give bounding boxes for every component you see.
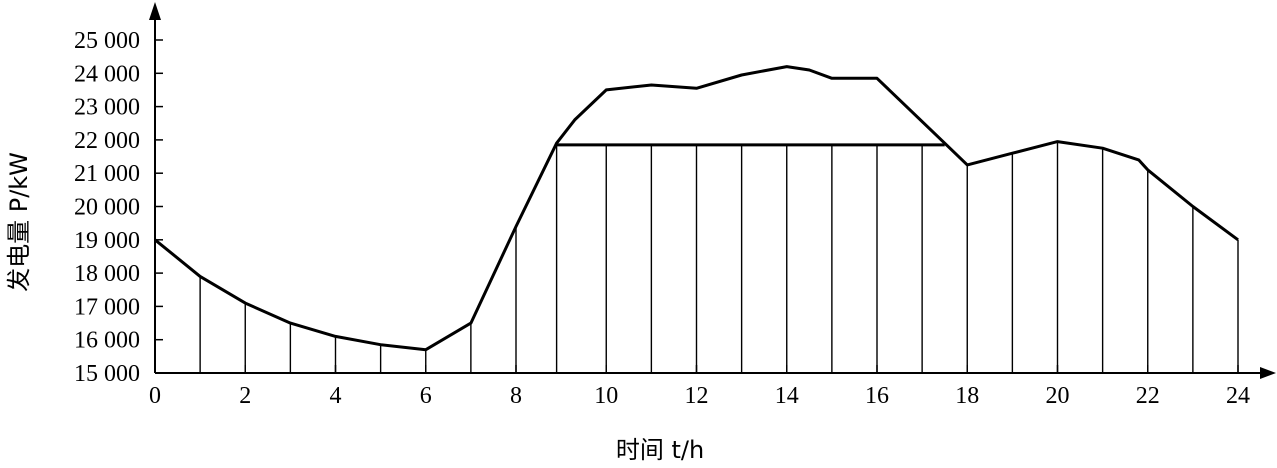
- y-tick-label: 20 000: [74, 195, 140, 221]
- x-tick-label: 8: [510, 383, 522, 409]
- y-tick-label: 24 000: [74, 61, 140, 87]
- x-tick-label: 2: [239, 383, 251, 409]
- y-tick-label: 21 000: [74, 161, 140, 187]
- x-tick-label: 18: [955, 383, 979, 409]
- generation-curve: [154, 65, 1239, 352]
- y-tick-label: 25 000: [74, 28, 140, 54]
- series: [154, 65, 1239, 352]
- y-tick-label: 22 000: [74, 128, 140, 154]
- y-tick-label: 17 000: [74, 294, 140, 320]
- x-tick-label: 16: [865, 383, 889, 409]
- y-tick-label: 15 000: [74, 361, 140, 387]
- x-tick-label: 20: [1046, 383, 1070, 409]
- x-tick-label: 4: [330, 383, 342, 409]
- x-tick-label: 6: [420, 383, 432, 409]
- y-tick-label: 16 000: [74, 328, 140, 354]
- y-tick-label: 23 000: [74, 95, 140, 121]
- x-tick-label: 12: [685, 383, 709, 409]
- x-tick-label: 22: [1136, 383, 1160, 409]
- x-tick-label: 0: [149, 383, 161, 409]
- axes: [149, 2, 1276, 379]
- x-axis-arrow-icon: [1260, 367, 1276, 379]
- x-tick-label: 10: [594, 383, 618, 409]
- hatch-lines: [199, 141, 1239, 373]
- y-tick-label: 19 000: [74, 228, 140, 254]
- y-tick-label: 18 000: [74, 261, 140, 287]
- x-tick-label: 24: [1226, 383, 1250, 409]
- y-axis-title: 发电量 P/kW: [5, 152, 33, 292]
- x-tick-label: 14: [775, 383, 799, 409]
- y-axis-arrow-icon: [149, 2, 161, 20]
- x-axis-title: 时间 t/h: [616, 436, 704, 464]
